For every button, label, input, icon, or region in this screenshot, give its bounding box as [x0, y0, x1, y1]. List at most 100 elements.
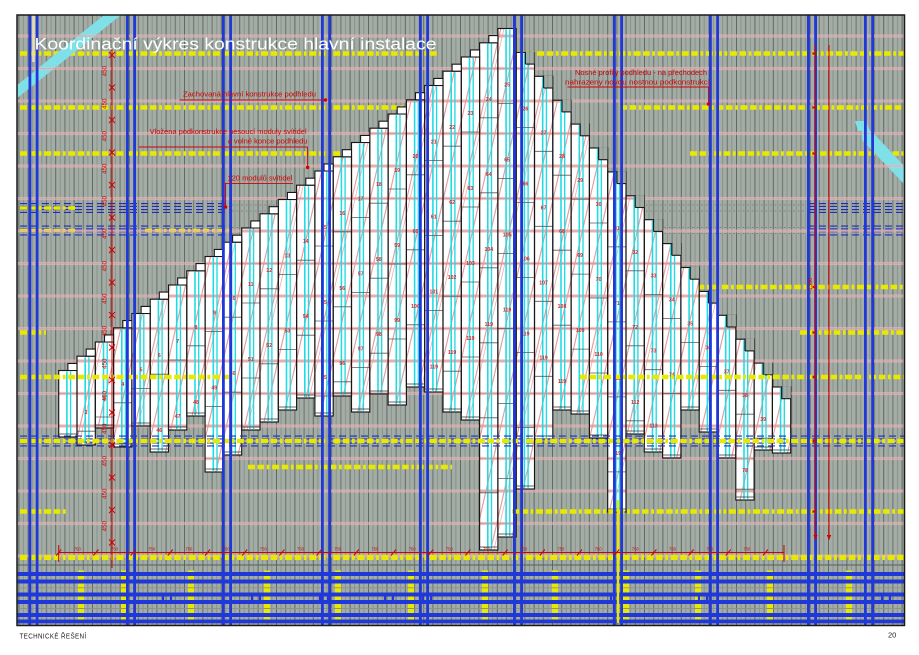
svg-text:5: 5 — [140, 368, 143, 374]
svg-text:38: 38 — [742, 393, 748, 399]
svg-text:33: 33 — [651, 274, 657, 280]
svg-text:11: 11 — [248, 282, 254, 288]
svg-text:119: 119 — [613, 451, 621, 457]
svg-text:63: 63 — [468, 186, 474, 192]
svg-text:73: 73 — [651, 349, 657, 355]
svg-text:78: 78 — [742, 468, 748, 474]
svg-text:66: 66 — [523, 181, 529, 187]
svg-text:32: 32 — [632, 250, 638, 256]
svg-text:54: 54 — [303, 314, 309, 320]
svg-text:28: 28 — [559, 154, 565, 160]
svg-text:71: 71 — [614, 301, 620, 307]
svg-text:22: 22 — [449, 125, 455, 131]
svg-text:750: 750 — [74, 547, 82, 552]
svg-text:12: 12 — [266, 268, 272, 274]
svg-text:19: 19 — [394, 168, 400, 174]
svg-text:67: 67 — [541, 205, 547, 211]
svg-text:99: 99 — [394, 318, 400, 324]
svg-text:119: 119 — [558, 379, 566, 385]
svg-text:110: 110 — [594, 352, 602, 358]
svg-text:750: 750 — [595, 547, 603, 552]
svg-text:21: 21 — [431, 140, 437, 146]
svg-text:750: 750 — [371, 547, 379, 552]
svg-text:31: 31 — [614, 226, 620, 232]
svg-text:750: 750 — [743, 547, 751, 552]
svg-text:68: 68 — [559, 229, 565, 235]
svg-text:14: 14 — [303, 239, 309, 245]
svg-text:95: 95 — [321, 375, 327, 381]
svg-text:17: 17 — [358, 197, 364, 203]
svg-text:750: 750 — [557, 547, 565, 552]
svg-text:51: 51 — [248, 357, 254, 363]
svg-text:39: 39 — [760, 417, 766, 423]
svg-text:106: 106 — [521, 256, 530, 262]
svg-text:10: 10 — [230, 296, 236, 302]
svg-text:3: 3 — [103, 396, 106, 402]
svg-text:450: 450 — [102, 195, 109, 206]
svg-text:450: 450 — [102, 423, 109, 434]
svg-text:120 modulů svítidel: 120 modulů svítidel — [227, 174, 292, 183]
svg-text:46: 46 — [156, 428, 162, 434]
svg-text:65: 65 — [504, 158, 510, 164]
svg-text:57: 57 — [358, 272, 364, 278]
svg-text:27: 27 — [541, 130, 547, 136]
svg-text:15: 15 — [321, 225, 327, 231]
svg-text:450: 450 — [102, 65, 109, 76]
svg-text:Vložena podkonstrukce nesoucí: Vložena podkonstrukce nesoucí moduly sví… — [150, 127, 307, 136]
svg-text:750: 750 — [223, 547, 231, 552]
svg-text:61: 61 — [431, 215, 437, 221]
svg-text:450: 450 — [102, 228, 109, 239]
svg-text:113: 113 — [649, 424, 657, 430]
svg-text:112: 112 — [631, 400, 639, 406]
svg-text:119: 119 — [448, 350, 456, 356]
svg-text:450: 450 — [102, 130, 109, 141]
svg-text:53: 53 — [285, 329, 291, 335]
svg-text:23: 23 — [468, 111, 474, 117]
svg-text:750: 750 — [111, 547, 119, 552]
svg-text:47: 47 — [175, 414, 181, 420]
svg-text:20: 20 — [413, 154, 419, 160]
svg-text:100: 100 — [411, 304, 420, 310]
svg-text:450: 450 — [102, 98, 109, 109]
svg-text:450: 450 — [102, 488, 109, 499]
svg-text:450: 450 — [102, 325, 109, 336]
svg-text:55: 55 — [321, 300, 327, 306]
svg-text:Nosné profily podhledu - na př: Nosné profily podhledu - na přechodech — [575, 68, 707, 77]
svg-text:450: 450 — [102, 163, 109, 174]
svg-text:98: 98 — [376, 332, 382, 338]
svg-text:13: 13 — [285, 254, 291, 260]
svg-text:18: 18 — [376, 182, 382, 188]
svg-text:750: 750 — [148, 547, 156, 552]
svg-text:750: 750 — [297, 547, 305, 552]
svg-text:60: 60 — [413, 229, 419, 235]
svg-text:34: 34 — [669, 298, 675, 304]
svg-text:101: 101 — [429, 290, 438, 296]
svg-text:26: 26 — [523, 106, 529, 112]
svg-text:70: 70 — [596, 277, 602, 283]
svg-text:108: 108 — [558, 304, 567, 310]
svg-text:750: 750 — [520, 547, 528, 552]
svg-text:105: 105 — [503, 233, 512, 239]
svg-text:50: 50 — [230, 371, 236, 377]
svg-text:119: 119 — [430, 365, 438, 371]
svg-text:450: 450 — [102, 455, 109, 466]
svg-text:30: 30 — [596, 202, 602, 208]
svg-text:Koordinační výkres konstrukce: Koordinační výkres konstrukce hlavní ins… — [35, 35, 437, 54]
svg-text:750: 750 — [185, 547, 193, 552]
svg-text:8: 8 — [195, 325, 198, 331]
svg-text:107: 107 — [539, 280, 548, 286]
svg-text:119: 119 — [539, 355, 547, 361]
svg-text:2: 2 — [85, 410, 88, 416]
svg-text:7: 7 — [176, 339, 179, 345]
svg-text:6: 6 — [158, 353, 161, 359]
svg-text:96: 96 — [339, 361, 345, 367]
svg-text:nahrazeny novou nostnou podkon: nahrazeny novou nostnou podkonstrukcí — [565, 78, 710, 87]
svg-text:36: 36 — [706, 345, 712, 351]
svg-text:59: 59 — [394, 243, 400, 249]
svg-text:750: 750 — [706, 547, 714, 552]
svg-text:9: 9 — [213, 311, 216, 317]
svg-text:1350: 1350 — [808, 278, 814, 290]
svg-text:450: 450 — [102, 293, 109, 304]
svg-text:69: 69 — [577, 253, 583, 259]
svg-text:97: 97 — [358, 347, 364, 353]
